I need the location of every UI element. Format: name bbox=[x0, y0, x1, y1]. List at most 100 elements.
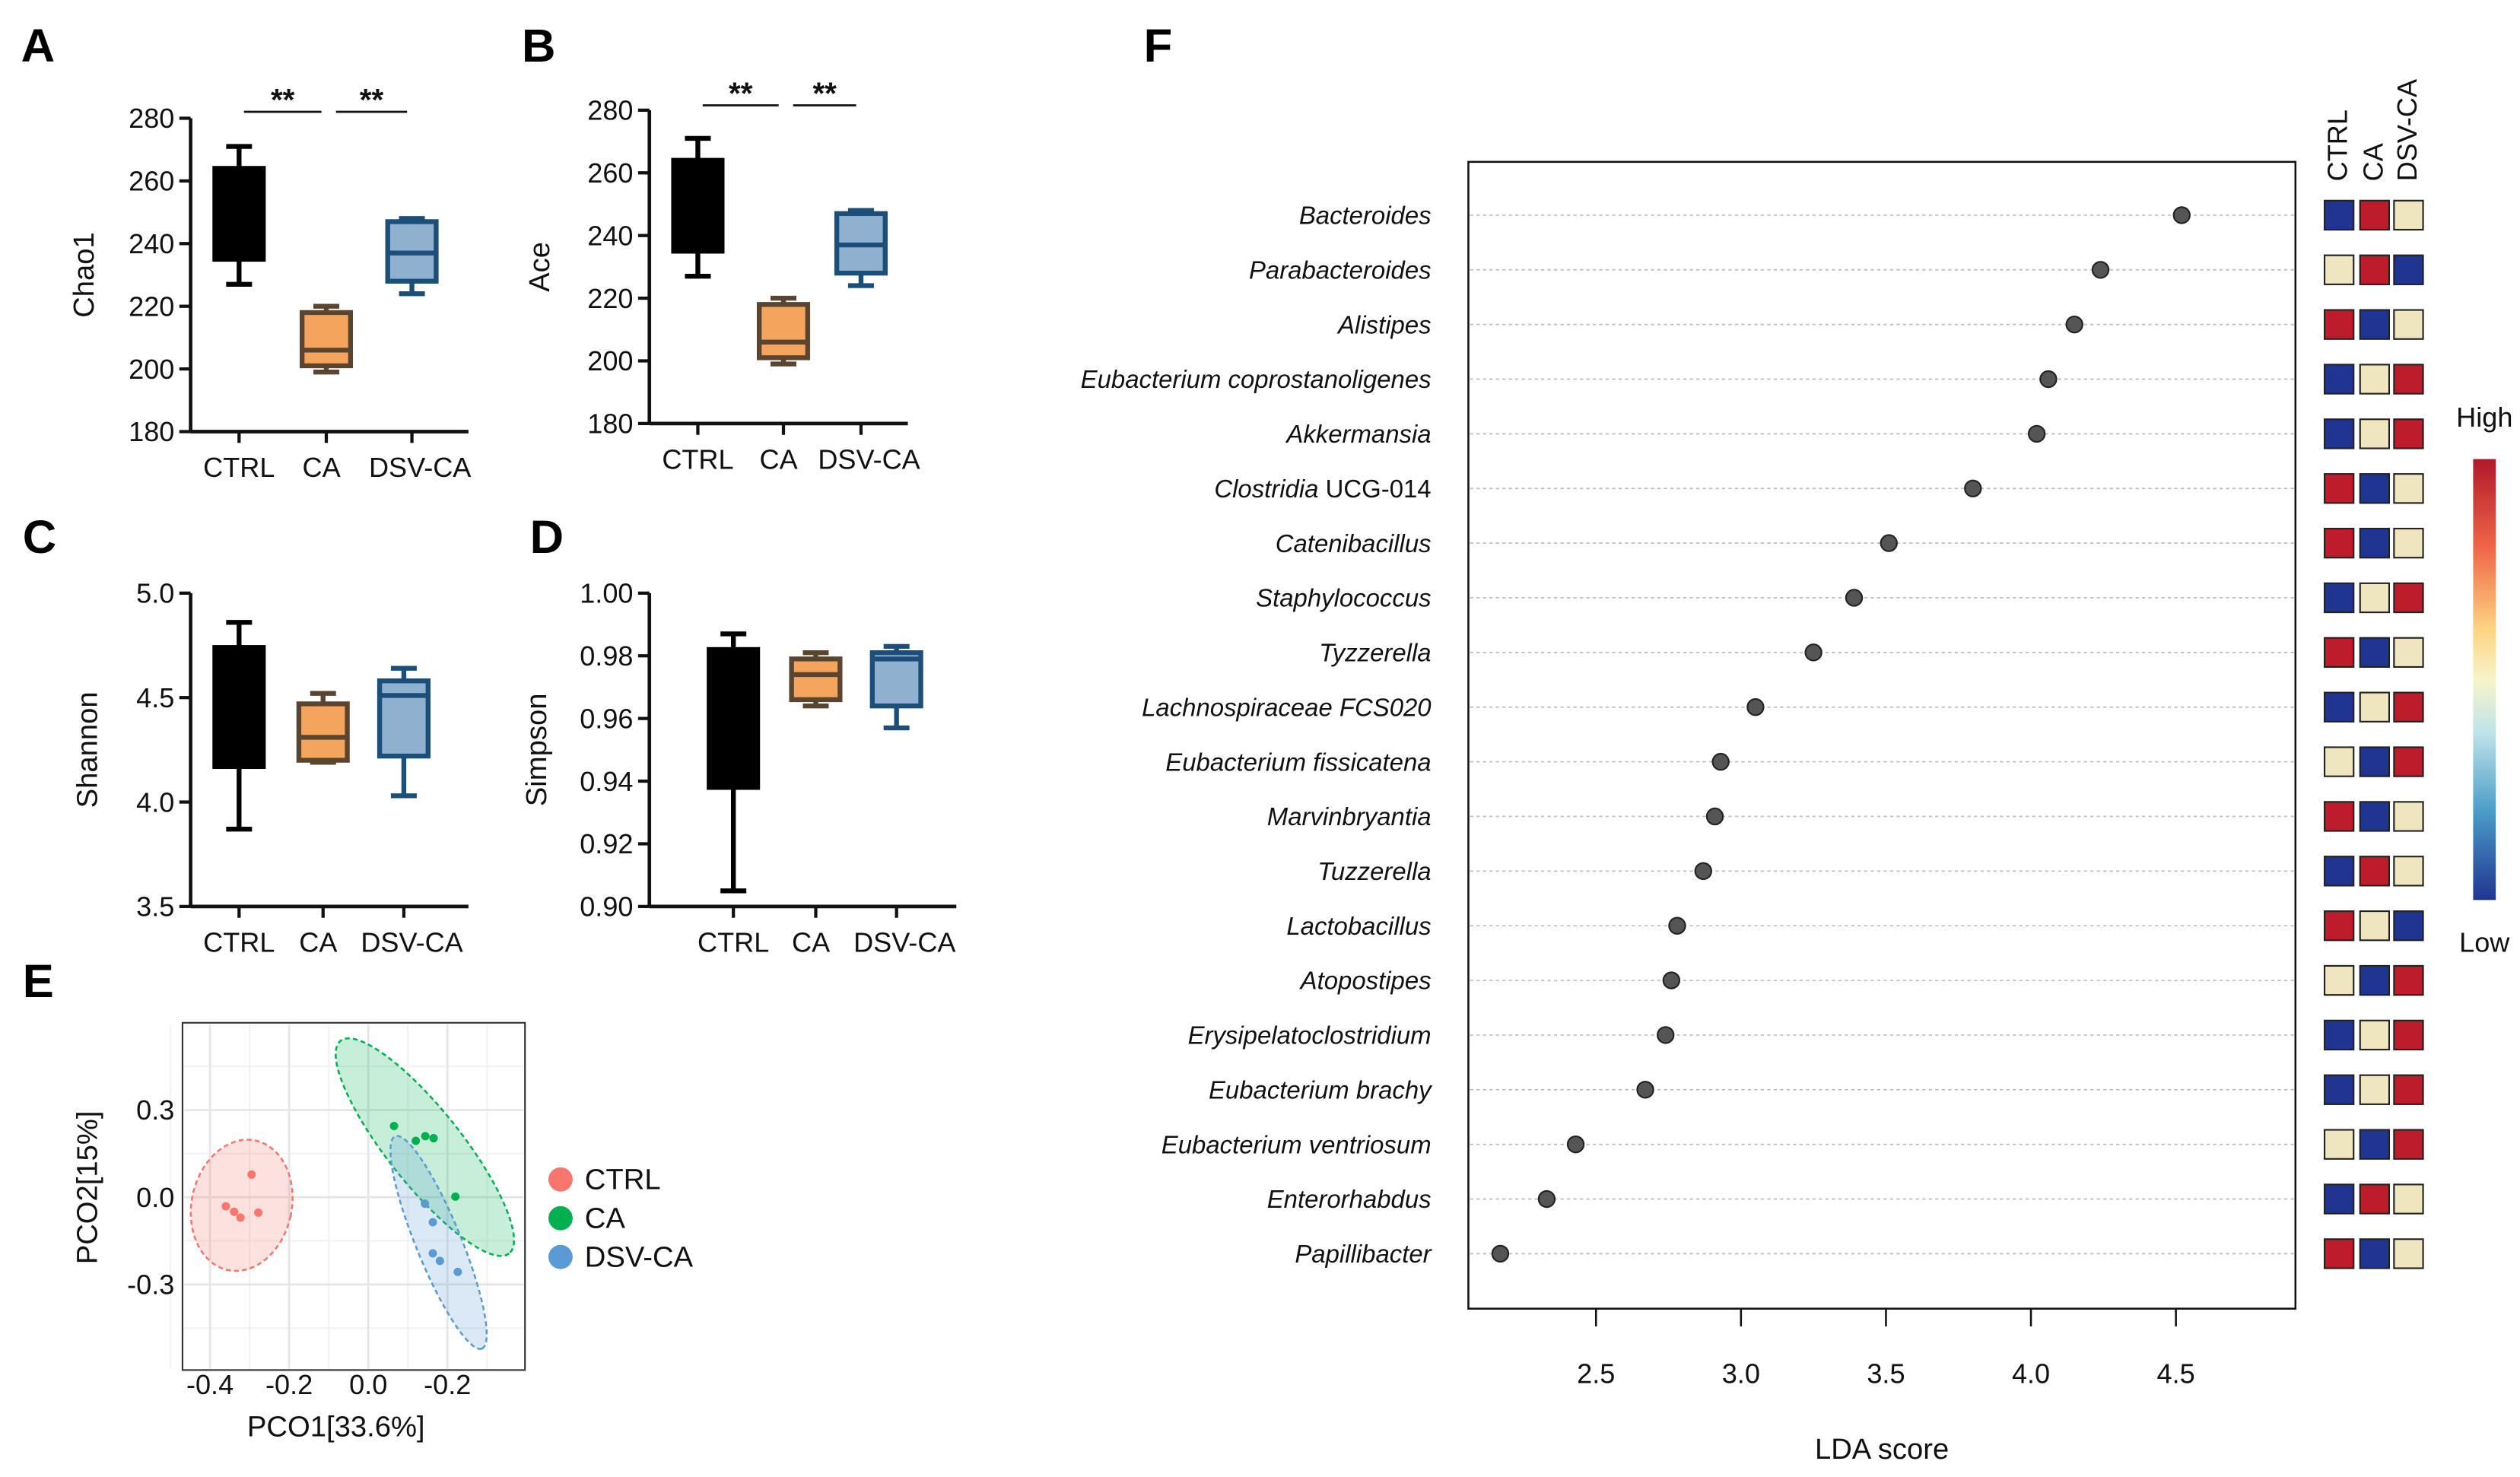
y-tick-label: 0.3 bbox=[136, 1094, 174, 1126]
y-tick-label: 220 bbox=[129, 291, 174, 322]
heat-cell-dsv-ca bbox=[2393, 582, 2424, 614]
y-tick-label: 0.96 bbox=[580, 703, 633, 734]
y-tick-label: 200 bbox=[129, 354, 174, 385]
shannon-boxplot: 3.5 4.0 4.5 5.0 Shannon CTRL CA DSV-CA bbox=[71, 578, 469, 958]
taxon-label: Clostridia UCG-014 bbox=[1214, 475, 1431, 503]
box bbox=[756, 302, 811, 361]
lda-point bbox=[1880, 534, 1898, 552]
taxon-label: Enterorhabdus bbox=[1267, 1185, 1432, 1213]
lda-point bbox=[2039, 370, 2058, 389]
box bbox=[671, 157, 725, 254]
lda-point bbox=[1845, 589, 1864, 607]
y-tick-label: 260 bbox=[129, 166, 174, 197]
y-tick-label: 240 bbox=[129, 228, 174, 259]
legend-label: CA bbox=[585, 1202, 626, 1234]
x-tick-label: 3.5 bbox=[1867, 1358, 1905, 1389]
heat-cell-dsv-ca bbox=[2393, 473, 2424, 504]
heat-cell-ca bbox=[2359, 964, 2391, 996]
point-dsv-ca bbox=[421, 1199, 430, 1209]
colorbar-low-label: Low bbox=[2459, 926, 2510, 958]
box-ca bbox=[789, 650, 843, 709]
x-tick-label: CA bbox=[792, 926, 830, 958]
heat-cell-dsv-ca bbox=[2393, 856, 2424, 887]
y-tick-label: 0.98 bbox=[580, 640, 633, 672]
heat-cell-ctrl bbox=[2323, 637, 2355, 669]
point-dsv-ca bbox=[428, 1249, 437, 1258]
significance-label: ** bbox=[360, 82, 384, 117]
point-dsv-ca bbox=[428, 1218, 437, 1227]
lda-row: Eubacterium fissicatena bbox=[1165, 746, 2424, 777]
lda-point bbox=[1491, 1244, 1510, 1263]
lda-row: Clostridia UCG-014 bbox=[1214, 473, 2424, 504]
heat-cell-ctrl bbox=[2323, 1238, 2355, 1269]
lda-row: Marvinbryantia bbox=[1267, 801, 2424, 832]
point-ca bbox=[421, 1132, 430, 1141]
point-ctrl bbox=[236, 1213, 245, 1222]
lda-row: Enterorhabdus bbox=[1267, 1183, 2424, 1215]
lda-row: Staphylococcus bbox=[1256, 582, 2424, 614]
lda-row: Papillibacter bbox=[1295, 1238, 2424, 1269]
lda-point bbox=[1804, 643, 1822, 662]
box-ctrl bbox=[212, 620, 266, 832]
taxon-label: Papillibacter bbox=[1295, 1240, 1432, 1268]
lda-point bbox=[1746, 698, 1765, 716]
heat-cell-ca bbox=[2359, 910, 2391, 942]
taxon-label: Eubacterium brachy bbox=[1209, 1075, 1433, 1104]
point-ca bbox=[429, 1134, 438, 1143]
y-tick-label: 220 bbox=[587, 283, 633, 314]
heat-cell-ctrl bbox=[2323, 527, 2355, 559]
point-ctrl bbox=[254, 1208, 263, 1217]
x-tick-label: 0.0 bbox=[349, 1369, 387, 1400]
taxon-label: Lactobacillus bbox=[1286, 912, 1431, 940]
chao1-boxplot: 180 200 220 240 260 280 Chao1 CTRL CA DSV-CA ** ** bbox=[68, 82, 471, 483]
taxon-label: Bacteroides bbox=[1299, 202, 1432, 230]
taxon-label: Erysipelatoclostridium bbox=[1188, 1021, 1432, 1050]
heat-cell-ctrl bbox=[2323, 964, 2355, 996]
lda-point bbox=[2091, 261, 2110, 279]
heat-cell-ca bbox=[2359, 746, 2391, 777]
x-tick-label: -0.4 bbox=[186, 1369, 234, 1400]
heat-cell-ca bbox=[2359, 801, 2391, 832]
point-ca bbox=[451, 1192, 460, 1201]
heat-cell-dsv-ca bbox=[2393, 1129, 2424, 1160]
y-axis-label: Ace bbox=[523, 242, 556, 292]
heat-cell-ctrl bbox=[2323, 801, 2355, 832]
point-ctrl bbox=[247, 1170, 256, 1179]
heat-cell-ca bbox=[2359, 1074, 2391, 1105]
taxon-label: Eubacterium coprostanoligenes bbox=[1081, 365, 1432, 393]
lda-point bbox=[2027, 424, 2046, 443]
heatmap-column-label: DSV-CA bbox=[2391, 79, 2423, 181]
y-tick-label: 180 bbox=[587, 408, 633, 440]
box-ca bbox=[299, 303, 354, 375]
y-axis-label: PCO2[15%] bbox=[71, 1110, 103, 1264]
lda-row: Erysipelatoclostridium bbox=[1188, 1019, 2424, 1051]
box-dsv-ca bbox=[834, 208, 888, 288]
lda-row: Eubacterium brachy bbox=[1209, 1074, 2424, 1105]
y-axis-label: Shannon bbox=[71, 691, 103, 808]
heat-cell-ca bbox=[2359, 1238, 2391, 1269]
x-tick-label: 4.0 bbox=[2012, 1358, 2050, 1389]
heat-cell-ca bbox=[2359, 582, 2391, 614]
lda-row: Lactobacillus bbox=[1286, 910, 2424, 942]
legend-label: CTRL bbox=[585, 1164, 661, 1196]
heat-cell-ctrl bbox=[2323, 582, 2355, 614]
heatmap-column-label: CTRL bbox=[2322, 110, 2353, 181]
heat-cell-ca bbox=[2359, 691, 2391, 723]
taxon-label: Marvinbryantia bbox=[1267, 802, 1432, 831]
x-tick-label: 3.0 bbox=[1722, 1358, 1760, 1389]
y-tick-label: 0.92 bbox=[580, 828, 633, 859]
x-tick-label: 2.5 bbox=[1577, 1358, 1615, 1389]
heat-cell-dsv-ca bbox=[2393, 364, 2424, 395]
heat-cell-dsv-ca bbox=[2393, 1019, 2424, 1051]
box bbox=[869, 650, 923, 709]
box-dsv-ca bbox=[869, 643, 923, 731]
heat-cell-ctrl bbox=[2323, 1183, 2355, 1215]
legend-swatch-dsv-ca bbox=[548, 1244, 573, 1269]
lda-point bbox=[1657, 1026, 1675, 1044]
pcoa-plot: -0.4 -0.2 0.0 -0.2 0.3 0.0 -0.3 PCO1[33.6%] PCO2… bbox=[71, 1021, 694, 1443]
heat-cell-dsv-ca bbox=[2393, 418, 2424, 449]
significance-label: ** bbox=[271, 82, 295, 117]
lda-row: Eubacterium coprostanoligenes bbox=[1081, 364, 2424, 395]
heat-cell-ca bbox=[2359, 473, 2391, 504]
box bbox=[377, 678, 431, 759]
